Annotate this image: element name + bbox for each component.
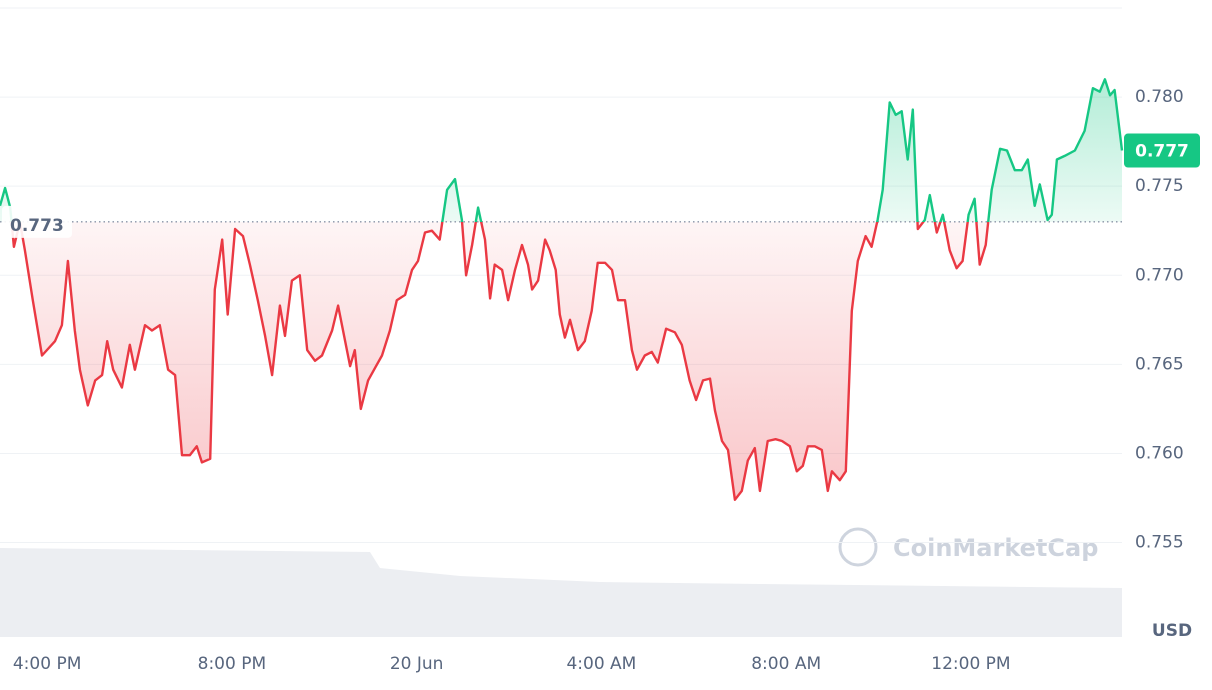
x-tick-label: 8:00 AM [751, 654, 821, 674]
baseline-label: 0.773 [10, 216, 64, 236]
last-price-label: 0.777 [1135, 142, 1189, 162]
y-tick-label: 0.755 [1135, 533, 1184, 553]
y-tick-label: 0.760 [1135, 443, 1184, 463]
last-price-tag [1124, 133, 1200, 168]
y-tick-label: 0.765 [1135, 354, 1184, 374]
y-tick-label: 0.780 [1135, 87, 1184, 107]
x-tick-label: 8:00 PM [198, 654, 267, 674]
currency-label: USD [1152, 621, 1192, 641]
watermark-text: CoinMarketCap [893, 534, 1098, 562]
price-line [0, 78, 1124, 501]
y-tick-label: 0.770 [1135, 265, 1184, 285]
volume-area [0, 548, 1122, 637]
y-tick-label: 0.775 [1135, 176, 1184, 196]
x-tick-label: 20 Jun [390, 654, 444, 674]
watermark-logo [838, 527, 878, 567]
x-tick-label: 4:00 PM [13, 654, 82, 674]
watermark: CoinMarketCap [838, 527, 1098, 567]
baseline-label-box [2, 205, 72, 238]
x-tick-label: 4:00 AM [566, 654, 636, 674]
price-area [0, 79, 1122, 500]
x-tick-label: 12:00 PM [931, 654, 1010, 674]
